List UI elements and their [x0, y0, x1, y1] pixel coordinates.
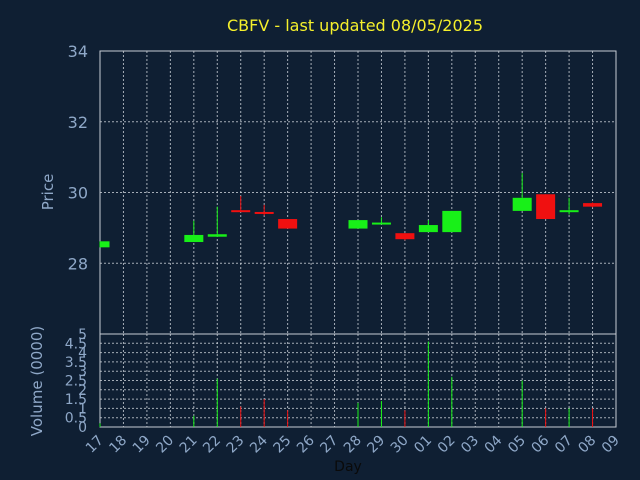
volume-tick-label: 1.5	[65, 392, 87, 408]
candle-body	[371, 222, 391, 225]
volume-tick-label: 2.5	[65, 374, 87, 390]
volume-tick-label: 3	[78, 364, 87, 380]
volume-tick-label: 5	[78, 327, 87, 343]
candle-07	[559, 197, 579, 215]
volume-axis-label: Volume (0000)	[28, 326, 46, 436]
candle-08	[583, 202, 603, 208]
candle-body	[418, 225, 438, 233]
x-axis-label: Day	[334, 459, 362, 475]
price-tick-label: 32	[68, 113, 88, 132]
candle-body	[207, 234, 227, 237]
candle-02	[442, 210, 462, 233]
candle-body	[583, 203, 603, 207]
volume-tick-label: 0	[78, 420, 87, 436]
candle-21	[184, 220, 204, 243]
price-tick-label: 30	[68, 184, 88, 203]
volume-tick-label: 0.5	[65, 411, 87, 427]
candle-body	[100, 241, 110, 248]
candle-body	[395, 233, 415, 240]
candle-05	[512, 173, 532, 211]
candle-body	[559, 210, 579, 213]
x-axis: 17 18 19 20 21 22 23 24 25 26 27 28 29 30 01 02 03 04 05 06…	[83, 432, 623, 456]
candle-01	[418, 220, 438, 233]
candle-24	[254, 204, 274, 216]
candle-29	[371, 217, 391, 225]
volume-tick-label: 1	[78, 401, 87, 417]
price-tick-label: 28	[68, 254, 88, 273]
candle-body	[348, 220, 368, 229]
candle-22	[207, 206, 227, 237]
candle-body	[231, 210, 251, 213]
candle-30	[395, 233, 415, 241]
price-panel: 28 30 32 34	[68, 42, 617, 335]
candle-body	[184, 234, 204, 243]
candle-body	[442, 210, 462, 233]
candle-17	[99, 241, 110, 248]
volume-tick-label: 4.5	[65, 336, 87, 352]
price-axis-label: Price	[39, 174, 57, 211]
price-tick-label: 34	[68, 42, 88, 61]
candle-28	[348, 220, 368, 229]
candle-06	[536, 194, 556, 220]
candle-body	[512, 197, 532, 211]
chart-title: CBFV - last updated 08/05/2025	[227, 16, 483, 35]
volume-tick-label: 4	[78, 346, 87, 362]
candle-body	[278, 219, 298, 229]
volume-tick-label: 2	[78, 383, 87, 399]
volume-panel: 00.511.522.533.544.55	[65, 327, 617, 436]
candle-25	[278, 219, 298, 229]
candle-23	[231, 196, 251, 213]
candle-body	[536, 194, 556, 220]
volume-tick-label: 3.5	[65, 355, 87, 371]
candle-body	[254, 211, 274, 214]
